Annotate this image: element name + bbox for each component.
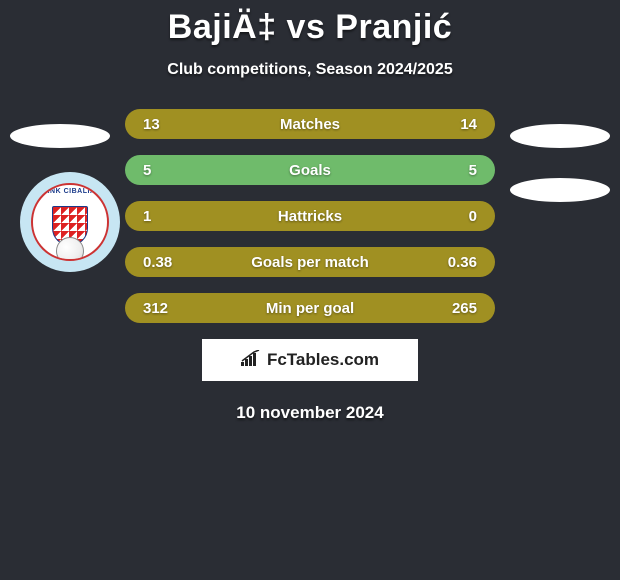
stat-label: Hattricks: [278, 208, 342, 225]
club-name: HNK CIBALIA: [45, 188, 96, 195]
stat-row-matches: 13 Matches 14: [125, 109, 495, 139]
stat-row-min-per-goal: 312 Min per goal 265: [125, 293, 495, 323]
stat-label: Goals: [289, 162, 331, 179]
stat-left-value: 13: [143, 116, 160, 133]
player-left-placeholder: [10, 124, 110, 148]
player-right-placeholder-1: [510, 124, 610, 148]
soccer-ball-icon: [56, 237, 84, 261]
stat-right-value: 0: [469, 208, 477, 225]
date-label: 10 november 2024: [0, 403, 620, 423]
stat-row-goals-per-match: 0.38 Goals per match 0.36: [125, 247, 495, 277]
stat-right-value: 14: [460, 116, 477, 133]
page-title: BajiÄ‡ vs Pranjić: [0, 0, 620, 47]
player-right-placeholder-2: [510, 178, 610, 202]
stat-right-value: 0.36: [448, 254, 477, 271]
stat-left-value: 312: [143, 300, 168, 317]
stat-left-value: 5: [143, 162, 151, 179]
chart-icon: [241, 350, 261, 371]
stat-row-goals: 5 Goals 5: [125, 155, 495, 185]
brand-label: FcTables.com: [267, 350, 379, 370]
stat-row-hattricks: 1 Hattricks 0: [125, 201, 495, 231]
brand-badge[interactable]: FcTables.com: [202, 339, 418, 381]
stat-left-value: 0.38: [143, 254, 172, 271]
stat-right-value: 5: [469, 162, 477, 179]
page-subtitle: Club competitions, Season 2024/2025: [0, 61, 620, 79]
stat-label: Min per goal: [266, 300, 354, 317]
stat-left-value: 1: [143, 208, 151, 225]
stat-label: Goals per match: [251, 254, 369, 271]
stat-label: Matches: [280, 116, 340, 133]
stats-table: 13 Matches 14 5 Goals 5 1 Hattricks 0 0.…: [125, 109, 495, 323]
stat-right-value: 265: [452, 300, 477, 317]
club-logo: HNK CIBALIA: [20, 172, 120, 272]
